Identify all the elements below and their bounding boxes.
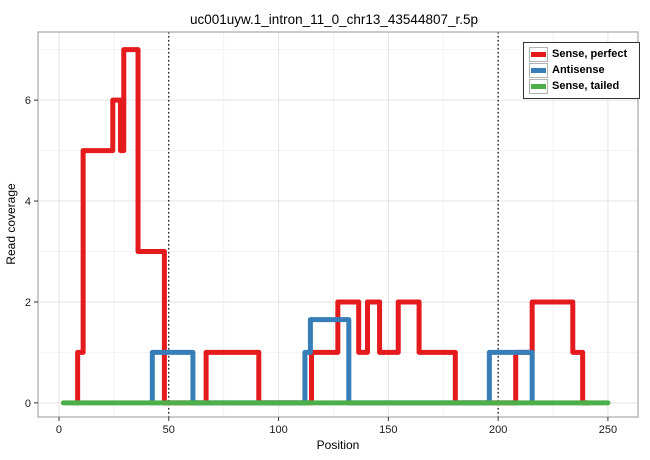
y-tick-label: 4 [25,196,31,208]
y-tick-label: 2 [25,297,31,309]
panel-border [37,31,639,418]
legend-key-swatch [529,78,548,94]
x-axis-label: Position [317,438,360,452]
panel-border-rect [37,31,639,418]
y-axis-label: Read coverage [4,183,18,265]
legend-label: Antisense [552,64,605,76]
x-tick-label: 0 [56,424,62,436]
chart-title: uc001uyw.1_intron_11_0_chr13_43544807_r.… [190,12,478,27]
x-tick-label: 50 [163,424,175,436]
legend-color-bar [531,51,546,57]
axis-ticks: 0 50 100 150 200 250 0 2 4 6 [25,95,617,436]
x-tick-label: 150 [379,424,397,436]
legend-label: Sense, perfect [552,48,628,60]
legend-entry: Sense, tailed [529,78,634,94]
legend-label: Sense, tailed [552,80,620,92]
x-tick-label: 250 [599,424,617,436]
legend-color-bar [531,67,546,73]
x-tick-label: 100 [269,424,287,436]
legend-key-swatch [529,46,548,62]
series-antisense [149,317,535,406]
x-tick-label: 200 [489,424,507,436]
legend-color-bar [531,83,546,89]
legend-key-swatch [529,62,548,78]
y-tick-label: 0 [25,398,31,410]
legend-entry: Sense, perfect [529,46,634,62]
series-lines [60,47,611,406]
legend: Sense, perfect Antisense Sense, tailed [523,42,640,99]
legend-entry: Antisense [529,62,634,78]
y-tick-label: 6 [25,95,31,107]
